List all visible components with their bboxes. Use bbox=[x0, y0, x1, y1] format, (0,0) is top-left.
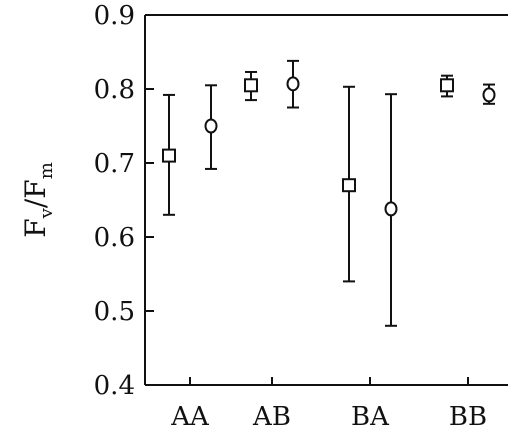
x-category-label: AA bbox=[170, 402, 210, 432]
y-axis-title-sep: /F bbox=[19, 179, 52, 208]
data-point-square bbox=[244, 78, 258, 93]
data-point-circle bbox=[204, 118, 218, 134]
y-tick-label: 0.4 bbox=[94, 371, 135, 401]
plot-frame bbox=[144, 14, 508, 386]
y-tick-label: 0.5 bbox=[94, 297, 135, 327]
y-axis-title: Fv/Fm bbox=[19, 162, 57, 238]
x-category-label: AB bbox=[252, 402, 291, 432]
y-axis-title-sub-m: m bbox=[36, 162, 57, 179]
data-point-circle bbox=[286, 76, 300, 92]
data-point-circle bbox=[482, 87, 496, 103]
x-category-label: BA bbox=[351, 402, 390, 432]
data-point-square bbox=[440, 78, 454, 93]
x-category-label: BB bbox=[449, 402, 487, 432]
data-point-square bbox=[342, 178, 356, 193]
y-tick-label: 0.9 bbox=[94, 1, 135, 31]
y-tick-label: 0.6 bbox=[94, 223, 135, 253]
y-axis-ticks: 0.4 0.5 0.6 0.7 0.8 0.9 bbox=[94, 1, 154, 401]
y-axis-title-main: F bbox=[19, 218, 52, 237]
y-tick-label: 0.7 bbox=[94, 149, 135, 179]
data-marks bbox=[162, 59, 496, 327]
y-tick-label: 0.8 bbox=[94, 75, 135, 105]
y-axis-title-sub-v: v bbox=[36, 207, 57, 219]
data-point-circle bbox=[384, 201, 398, 217]
data-point-square bbox=[162, 148, 176, 163]
x-axis-labels: AA AB BA BB bbox=[170, 377, 487, 432]
